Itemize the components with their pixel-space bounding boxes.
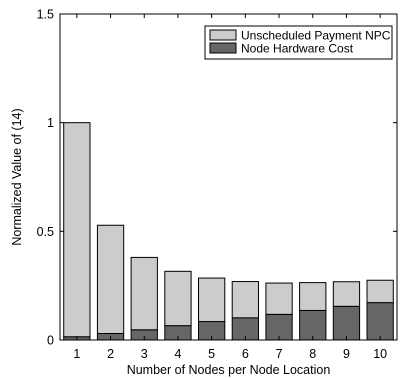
bar-npc-5 (198, 277, 226, 323)
x-axis-title: Number of Nodes per Node Location (127, 363, 331, 377)
y-tick-label: 1 (47, 116, 54, 130)
x-tick-label: 8 (309, 347, 316, 361)
bar-hardware-9 (332, 305, 361, 341)
legend-swatch (209, 42, 237, 54)
x-tick-label: 1 (73, 347, 80, 361)
x-tick-label: 4 (174, 347, 181, 361)
legend-swatch (209, 29, 237, 41)
x-tick-label: 3 (141, 347, 148, 361)
bar-npc-6 (231, 281, 260, 319)
bar-hardware-8 (299, 309, 327, 341)
x-tick-label: 7 (276, 347, 283, 361)
legend-label: Node Hardware Cost (241, 42, 354, 56)
bar-npc-9 (332, 281, 361, 307)
x-tick-label: 5 (208, 347, 215, 361)
bar-npc-1 (63, 122, 91, 338)
y-tick-label: 0 (47, 334, 54, 348)
bar-npc-7 (265, 282, 293, 315)
bar-npc-4 (164, 270, 192, 327)
x-tick-label: 9 (343, 347, 350, 361)
x-tick-label: 10 (373, 347, 387, 361)
y-axis-title: Normalized Value of (14) (10, 108, 24, 245)
x-tick-label: 2 (107, 347, 114, 361)
bar-npc-3 (130, 256, 158, 331)
y-tick-label: 1.5 (37, 8, 54, 22)
bar-npc-2 (96, 224, 125, 334)
bar-npc-8 (299, 282, 327, 311)
plot-frame (59, 13, 398, 341)
legend-label: Unscheduled Payment NPC (241, 29, 391, 43)
bar-npc-10 (366, 279, 394, 304)
bar-hardware-10 (366, 302, 394, 341)
bars-layer (63, 122, 394, 341)
x-tick-label: 6 (242, 347, 249, 361)
ticks-layer: 1 2 3 4 5 6 7 8 9 10 0 0.5 1 1.5 (37, 8, 397, 361)
y-tick-label: 0.5 (37, 225, 54, 239)
